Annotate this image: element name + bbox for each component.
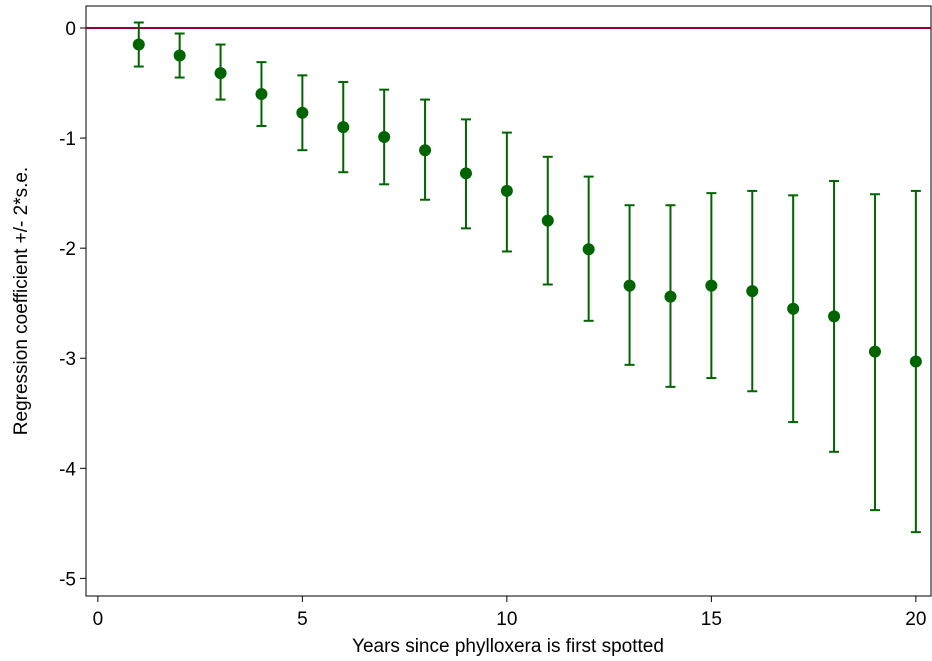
point	[132, 38, 145, 51]
point	[459, 167, 472, 180]
y-tick-label: -4	[59, 459, 76, 480]
point	[255, 88, 268, 101]
point	[623, 279, 636, 292]
point	[214, 67, 227, 80]
x-tick-label: 20	[905, 609, 926, 630]
point	[582, 243, 595, 256]
point	[868, 345, 881, 358]
point	[746, 285, 759, 298]
point	[378, 130, 391, 143]
x-tick-label: 15	[701, 609, 722, 630]
point	[500, 184, 513, 197]
x-tick-label: 0	[93, 609, 104, 630]
point	[909, 355, 922, 368]
y-tick-label: 0	[65, 19, 76, 40]
y-tick-label: -3	[59, 349, 76, 370]
point	[828, 310, 841, 323]
y-axis-title: Regression coefficient +/- 2*s.e.	[11, 167, 32, 435]
point	[173, 49, 186, 62]
point	[664, 290, 677, 303]
y-tick-label: -5	[59, 569, 76, 590]
point	[705, 279, 718, 292]
plot-frame	[85, 5, 932, 597]
y-tick-label: -2	[59, 239, 76, 260]
y-tick-label: -1	[59, 129, 76, 150]
x-tick-label: 10	[496, 609, 517, 630]
x-tick-label: 5	[297, 609, 308, 630]
point	[541, 214, 554, 227]
point	[419, 144, 432, 157]
point	[296, 106, 309, 119]
point	[787, 302, 800, 315]
point	[337, 121, 350, 134]
x-axis-title: Years since phylloxera is first spotted	[352, 636, 664, 657]
